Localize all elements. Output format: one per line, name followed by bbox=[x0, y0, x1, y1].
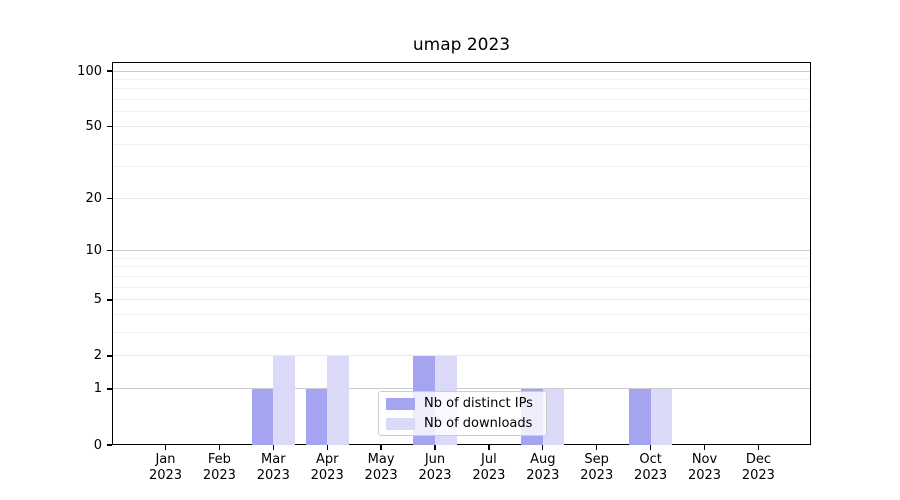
x-tick-mark-sep bbox=[596, 445, 598, 450]
gridline-minor-60 bbox=[112, 111, 811, 113]
y-tick-label-1: 1 bbox=[93, 381, 102, 397]
x-tick-year: 2023 bbox=[526, 468, 560, 483]
gridline-10 bbox=[112, 250, 811, 252]
y-tick-label-2: 2 bbox=[93, 348, 102, 364]
x-tick-year: 2023 bbox=[580, 468, 614, 483]
x-tick-label-nov: Nov 2023 bbox=[673, 452, 737, 484]
x-tick-month: Oct bbox=[639, 452, 662, 467]
bar-nb-of-distinct-ips-mar bbox=[251, 388, 274, 445]
gridline-minor-3 bbox=[112, 332, 811, 334]
x-tick-mark-apr bbox=[326, 445, 328, 450]
x-tick-month: Nov bbox=[691, 452, 718, 467]
gridline-20 bbox=[112, 197, 811, 199]
gridline-50 bbox=[112, 125, 811, 127]
gridline-minor-8 bbox=[112, 266, 811, 268]
x-tick-mark-aug bbox=[542, 445, 544, 450]
x-tick-year: 2023 bbox=[202, 468, 236, 483]
y-tick-mark-50 bbox=[107, 125, 112, 128]
x-tick-month: Feb bbox=[207, 452, 231, 467]
x-tick-year: 2023 bbox=[687, 468, 722, 483]
x-tick-month: Apr bbox=[315, 452, 339, 467]
gridline-5 bbox=[112, 299, 811, 301]
x-tick-mark-jan bbox=[164, 445, 167, 450]
x-tick-mark-jun bbox=[434, 445, 436, 450]
x-tick-label-aug: Aug 2023 bbox=[511, 452, 575, 484]
x-tick-label-oct: Oct 2023 bbox=[619, 452, 683, 484]
bar-nb-of-downloads-aug bbox=[542, 388, 565, 445]
x-tick-year: 2023 bbox=[256, 468, 290, 483]
gridline-minor-9 bbox=[112, 257, 811, 259]
x-tick-year: 2023 bbox=[310, 468, 344, 483]
gridline-2 bbox=[112, 355, 811, 357]
x-tick-mark-dec bbox=[757, 445, 760, 450]
legend-label-downloads: Nb of downloads bbox=[424, 416, 533, 431]
bar-nb-of-downloads-mar bbox=[273, 355, 295, 445]
x-tick-month: Aug bbox=[530, 452, 556, 467]
legend-label-distinct-ips: Nb of distinct IPs bbox=[424, 396, 533, 411]
gridline-minor-40 bbox=[112, 143, 811, 145]
y-tick-label-0: 0 bbox=[93, 437, 102, 453]
bar-nb-of-distinct-ips-oct bbox=[629, 388, 651, 445]
x-tick-label-jul: Jul 2023 bbox=[457, 452, 521, 484]
y-tick-mark-20 bbox=[107, 197, 112, 200]
x-tick-label-sep: Sep 2023 bbox=[565, 452, 629, 484]
gridline-1 bbox=[112, 388, 811, 390]
x-tick-month: Jul bbox=[481, 452, 497, 467]
gridline-minor-4 bbox=[112, 314, 811, 316]
gridline-minor-90 bbox=[112, 79, 811, 81]
x-tick-year: 2023 bbox=[472, 468, 506, 483]
y-tick-label-50: 50 bbox=[85, 118, 102, 134]
x-tick-month: May bbox=[367, 452, 395, 467]
bar-nb-of-distinct-ips-apr bbox=[305, 388, 328, 445]
gridline-minor-80 bbox=[112, 88, 811, 90]
y-tick-mark-1 bbox=[107, 388, 112, 390]
y-tick-mark-100 bbox=[107, 70, 112, 72]
gridline-minor-70 bbox=[112, 99, 811, 101]
bar-nb-of-downloads-oct bbox=[650, 388, 673, 445]
x-tick-label-feb: Feb 2023 bbox=[187, 452, 251, 484]
x-tick-mark-mar bbox=[272, 445, 274, 450]
gridline-100 bbox=[112, 70, 811, 72]
x-tick-mark-may bbox=[380, 445, 382, 450]
gridline-minor-7 bbox=[112, 276, 811, 278]
x-tick-label-may: May 2023 bbox=[349, 452, 413, 484]
y-tick-label-100: 100 bbox=[77, 63, 102, 79]
bar-nb-of-downloads-apr bbox=[327, 355, 349, 445]
x-tick-label-apr: Apr 2023 bbox=[295, 452, 359, 484]
legend-swatch-distinct-ips bbox=[386, 397, 415, 410]
y-tick-mark-2 bbox=[107, 355, 112, 357]
x-tick-label-dec: Dec 2023 bbox=[726, 452, 790, 484]
x-tick-label-jan: Jan 2023 bbox=[134, 452, 198, 484]
x-tick-mark-nov bbox=[703, 445, 706, 450]
gridline-minor-6 bbox=[112, 286, 811, 288]
legend-swatch-downloads bbox=[386, 417, 415, 430]
legend: Nb of distinct IPs Nb of downloads bbox=[378, 391, 547, 436]
y-tick-mark-0 bbox=[107, 444, 112, 446]
x-tick-month: Jan bbox=[155, 452, 176, 467]
x-tick-month: Dec bbox=[745, 452, 771, 467]
x-tick-mark-feb bbox=[218, 445, 221, 450]
x-tick-label-mar: Mar 2023 bbox=[241, 452, 305, 484]
x-tick-month: Mar bbox=[261, 452, 286, 467]
y-tick-mark-5 bbox=[107, 299, 112, 301]
x-tick-mark-oct bbox=[649, 445, 652, 450]
y-tick-label-10: 10 bbox=[85, 243, 102, 259]
x-tick-year: 2023 bbox=[364, 468, 398, 483]
x-tick-label-jun: Jun 2023 bbox=[403, 452, 467, 484]
y-tick-label-5: 5 bbox=[93, 292, 102, 308]
y-tick-label-20: 20 bbox=[85, 190, 102, 206]
x-tick-year: 2023 bbox=[148, 468, 183, 483]
y-tick-mark-10 bbox=[107, 250, 112, 252]
legend-item-distinct-ips: Nb of distinct IPs bbox=[386, 396, 546, 411]
x-tick-year: 2023 bbox=[741, 468, 775, 483]
x-tick-month: Jun bbox=[424, 452, 446, 467]
gridline-minor-30 bbox=[112, 166, 811, 168]
x-tick-year: 2023 bbox=[634, 468, 668, 483]
chart-title: umap 2023 bbox=[412, 35, 511, 55]
x-tick-year: 2023 bbox=[418, 468, 452, 483]
x-tick-mark-jul bbox=[488, 445, 490, 450]
x-tick-month: Sep bbox=[584, 452, 609, 467]
legend-item-downloads: Nb of downloads bbox=[386, 416, 546, 431]
